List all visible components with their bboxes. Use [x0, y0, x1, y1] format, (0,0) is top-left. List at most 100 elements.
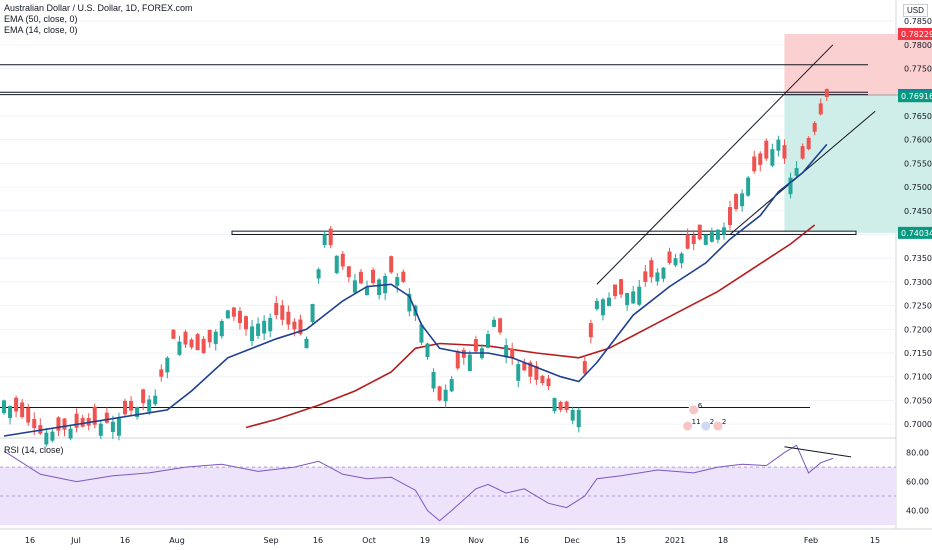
- price-tag: [898, 27, 932, 40]
- candle-body: [395, 277, 400, 286]
- candle-body: [691, 235, 696, 244]
- price-tick-label: 0.78500: [904, 17, 932, 26]
- candle-body: [250, 326, 255, 342]
- candle-body: [322, 234, 327, 246]
- event-marker-icon: [688, 404, 700, 416]
- candle-body: [98, 423, 103, 436]
- ema14-path: [3, 143, 828, 437]
- candle-body: [721, 227, 726, 235]
- ema50-legend: EMA (50, close, 0): [4, 14, 78, 24]
- candle-body: [673, 258, 678, 266]
- candle-body: [812, 122, 817, 132]
- candle-body: [467, 354, 472, 371]
- candle-body: [498, 318, 503, 333]
- candle-body: [770, 149, 775, 166]
- candle-body: [588, 323, 593, 338]
- candle-body: [50, 431, 55, 441]
- candle-body: [740, 193, 745, 207]
- candle-body: [195, 334, 200, 351]
- candle-body: [389, 256, 394, 273]
- time-tick-label: 19: [420, 536, 430, 545]
- candle-body: [286, 311, 291, 325]
- candle-body: [449, 379, 454, 392]
- candle-body: [594, 300, 599, 310]
- candle-body: [68, 428, 73, 439]
- candle-body: [244, 316, 248, 330]
- candle-body: [516, 364, 521, 381]
- candle-body: [437, 386, 442, 401]
- candles: [2, 88, 829, 447]
- event-marker-icon: [712, 420, 724, 432]
- candle-body: [625, 292, 630, 306]
- symbol-title: Australian Dollar / U.S. Dollar, 1D, FOR…: [4, 3, 193, 13]
- candle-body: [159, 369, 164, 377]
- candle-body: [256, 323, 261, 336]
- candle-body: [631, 291, 636, 304]
- candle-body: [637, 286, 642, 305]
- candle-body: [365, 286, 369, 296]
- time-tick-label: 16: [313, 536, 323, 545]
- candle-body: [715, 229, 720, 240]
- candle-body: [546, 378, 551, 387]
- candle-body: [401, 271, 406, 282]
- candle-body: [225, 310, 230, 319]
- event-marker-icon: [682, 420, 694, 432]
- candle-body: [782, 145, 787, 159]
- candle-body: [334, 255, 339, 274]
- candle-body: [274, 302, 279, 316]
- candle-body: [135, 406, 140, 418]
- candle-body: [292, 321, 297, 330]
- rsi-legend: RSI (14, close): [4, 445, 64, 455]
- candle-body: [776, 139, 781, 151]
- candle-body: [679, 253, 684, 264]
- candle-body: [558, 401, 563, 410]
- candle-body: [607, 297, 611, 306]
- candle-body: [171, 329, 176, 339]
- event-marker-count: 11: [692, 418, 701, 426]
- candle-body: [262, 320, 267, 334]
- time-tick-label: 16: [519, 536, 529, 545]
- time-tick-label: 15: [616, 536, 626, 545]
- support-band: [231, 230, 857, 235]
- candle-body: [377, 279, 382, 295]
- candle-body: [62, 418, 67, 430]
- main-pane-bg: [0, 0, 896, 436]
- candle-body: [104, 412, 109, 423]
- candle-body: [2, 400, 6, 414]
- candle-body: [177, 341, 182, 355]
- rsi-pane: [0, 444, 896, 525]
- candle-body: [26, 407, 31, 423]
- candle-body: [564, 401, 569, 410]
- candle-body: [74, 413, 79, 428]
- price-tag-label: 0.78229: [901, 30, 932, 39]
- candle-body: [818, 103, 823, 115]
- candle-body: [746, 177, 751, 196]
- candle-body: [788, 177, 793, 195]
- candle-body: [20, 402, 25, 418]
- grid-lines: [0, 0, 932, 530]
- candle-body: [44, 432, 49, 445]
- candle-body: [443, 389, 448, 402]
- candle-body: [213, 331, 218, 344]
- rsi-line: [3, 444, 834, 522]
- candle-body: [328, 228, 333, 246]
- candle-body: [407, 293, 412, 312]
- candle-body: [431, 371, 436, 389]
- candle-body: [800, 146, 805, 159]
- candle-body: [129, 401, 134, 411]
- candle-body: [153, 395, 158, 405]
- price-tag: [898, 226, 932, 239]
- candle-body: [697, 224, 702, 240]
- divergence-line: [784, 446, 852, 458]
- time-tick-label: 16: [25, 536, 35, 545]
